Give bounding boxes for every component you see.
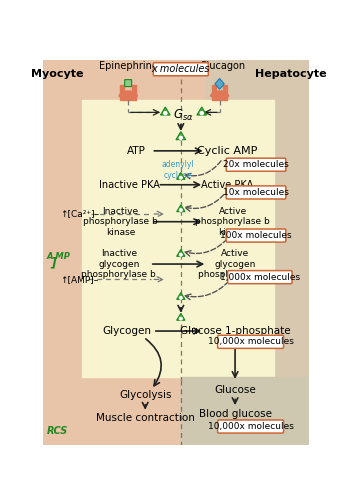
Bar: [120, 94, 136, 100]
Text: A MP: A MP: [47, 252, 71, 261]
Text: Inactive
phosphorylase b
kinase: Inactive phosphorylase b kinase: [83, 207, 158, 236]
Polygon shape: [177, 205, 185, 212]
Text: ATP: ATP: [127, 146, 145, 156]
Text: ]: ]: [50, 256, 56, 269]
Text: x molecules: x molecules: [152, 64, 210, 74]
Text: Active
glycogen
phosphorylase a: Active glycogen phosphorylase a: [198, 249, 272, 279]
Circle shape: [179, 209, 182, 212]
Text: Muscle contraction: Muscle contraction: [96, 413, 194, 423]
Text: 100x molecules: 100x molecules: [220, 231, 292, 240]
Text: 10,000x molecules: 10,000x molecules: [208, 338, 294, 346]
Polygon shape: [177, 314, 185, 320]
Text: ↑[AMP]–: ↑[AMP]–: [60, 275, 98, 284]
Text: Inactive
glycogen
phosphorylase b: Inactive glycogen phosphorylase b: [81, 249, 156, 279]
Circle shape: [179, 136, 182, 140]
FancyBboxPatch shape: [218, 420, 284, 433]
Text: Glucose: Glucose: [214, 384, 256, 394]
Circle shape: [179, 176, 182, 179]
FancyBboxPatch shape: [226, 229, 286, 242]
Bar: [205, 60, 309, 445]
Bar: [212, 84, 216, 97]
Circle shape: [179, 296, 182, 299]
Bar: [223, 84, 227, 97]
Text: $G_{s\alpha}$: $G_{s\alpha}$: [173, 108, 193, 123]
Text: Hepatocyte: Hepatocyte: [255, 69, 327, 79]
Text: adenylyl
cyclase: adenylyl cyclase: [162, 160, 194, 180]
Bar: [82, 100, 274, 377]
Polygon shape: [176, 132, 186, 140]
Text: RCS: RCS: [47, 426, 68, 436]
Circle shape: [179, 254, 182, 256]
Polygon shape: [197, 107, 206, 115]
FancyBboxPatch shape: [226, 186, 286, 199]
Text: Epinephrine: Epinephrine: [99, 61, 157, 71]
Text: 10,000x molecules: 10,000x molecules: [208, 422, 294, 431]
Text: Glycolysis: Glycolysis: [119, 390, 172, 400]
Circle shape: [164, 112, 167, 114]
Text: Glucagon: Glucagon: [200, 61, 246, 71]
Text: 20x molecules: 20x molecules: [223, 160, 289, 169]
Text: Cyclic AMP: Cyclic AMP: [197, 146, 258, 156]
Text: 1,000x molecules: 1,000x molecules: [220, 272, 300, 281]
Polygon shape: [177, 172, 185, 180]
Bar: [212, 94, 227, 100]
Polygon shape: [215, 78, 224, 90]
FancyBboxPatch shape: [218, 336, 284, 348]
Text: Active PKA: Active PKA: [201, 180, 253, 190]
Polygon shape: [161, 107, 170, 115]
Circle shape: [200, 112, 203, 114]
FancyBboxPatch shape: [125, 80, 132, 86]
Text: Inactive PKA: Inactive PKA: [99, 180, 160, 190]
FancyBboxPatch shape: [153, 62, 208, 76]
Text: Myocyte: Myocyte: [31, 69, 83, 79]
Text: Glycogen: Glycogen: [102, 326, 151, 336]
Bar: [132, 84, 136, 97]
Bar: [181, 377, 309, 445]
Text: Glucose 1-phosphate: Glucose 1-phosphate: [180, 326, 291, 336]
Text: Active
phosphorylase b
kinase: Active phosphorylase b kinase: [196, 207, 270, 236]
Text: 10x molecules: 10x molecules: [223, 188, 289, 197]
FancyBboxPatch shape: [228, 270, 292, 283]
Text: ↑[Ca²⁺]–: ↑[Ca²⁺]–: [60, 210, 99, 218]
Polygon shape: [177, 250, 185, 256]
Polygon shape: [177, 292, 185, 300]
FancyBboxPatch shape: [226, 158, 286, 172]
Circle shape: [179, 318, 182, 320]
Bar: [120, 84, 124, 97]
Text: Blood glucose: Blood glucose: [199, 409, 272, 419]
